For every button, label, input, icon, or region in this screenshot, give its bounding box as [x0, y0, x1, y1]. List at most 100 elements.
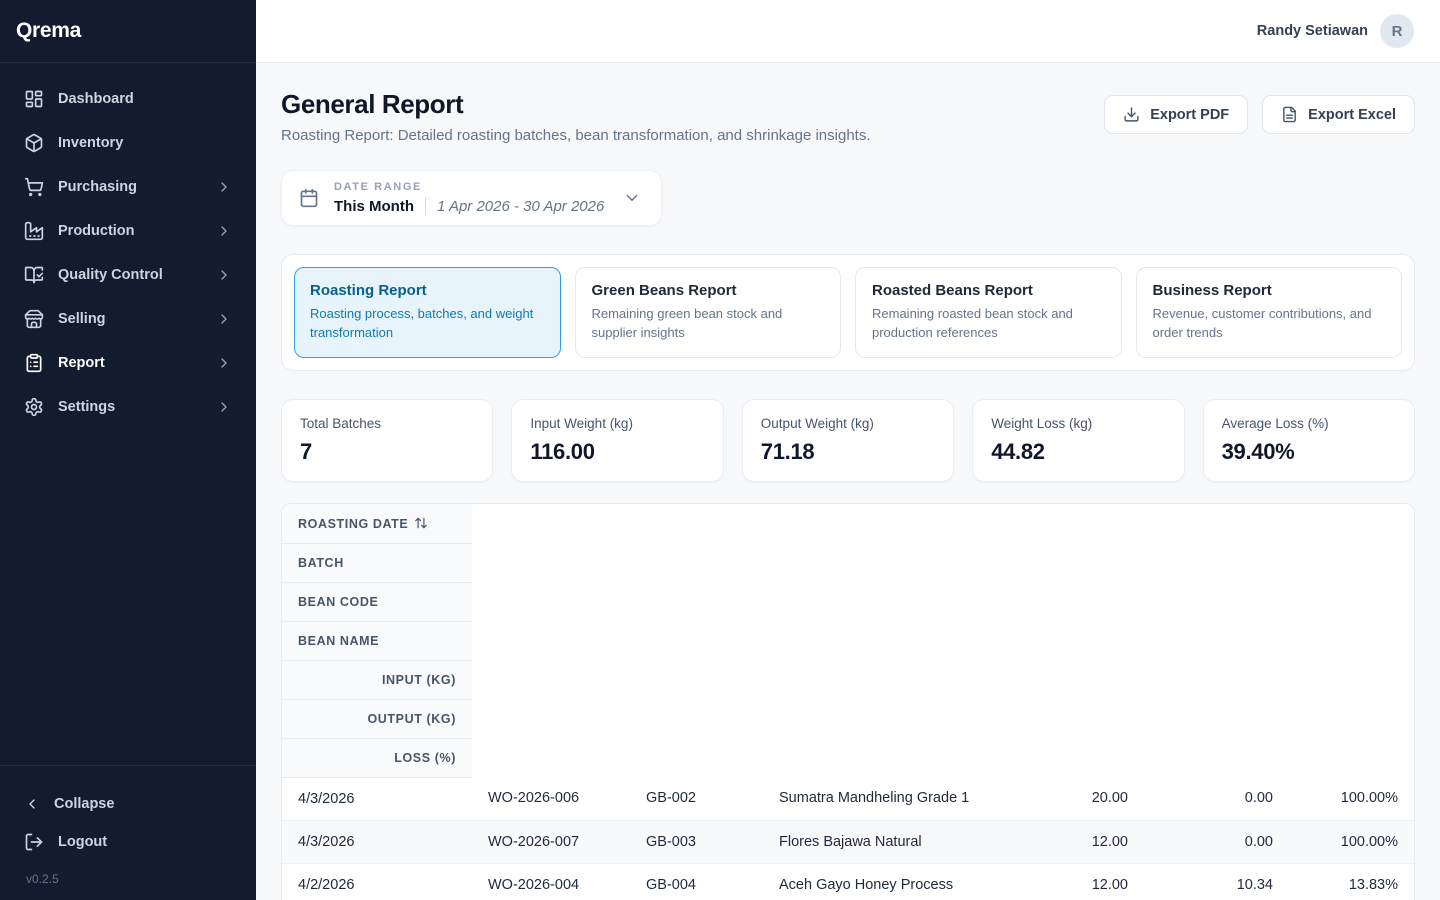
logout-icon: [24, 832, 44, 852]
tab-description: Remaining roasted bean stock and product…: [872, 305, 1105, 343]
stat-value: 7: [300, 439, 474, 465]
stat-value: 116.00: [530, 439, 704, 465]
date-separator: [425, 197, 426, 215]
sidebar-item-inventory[interactable]: Inventory: [12, 123, 244, 163]
inventory-icon: [24, 133, 44, 153]
tab-business-report[interactable]: Business Report Revenue, customer contri…: [1136, 267, 1403, 358]
export-pdf-button[interactable]: Export PDF: [1104, 95, 1248, 134]
report-type-tabs: Roasting Report Roasting process, batche…: [281, 254, 1415, 371]
tab-roasted-beans-report[interactable]: Roasted Beans Report Remaining roasted b…: [855, 267, 1122, 358]
app-version: v0.2.5: [12, 862, 244, 886]
cell-bean-code: GB-003: [630, 820, 763, 863]
table-header: Roasting Date Batch Bean Code Bean Name …: [282, 504, 1414, 778]
export-excel-button[interactable]: Export Excel: [1262, 95, 1415, 134]
date-range-value: 1 Apr 2026 - 30 Apr 2026: [437, 198, 604, 215]
page-content: General Report Roasting Report: Detailed…: [256, 63, 1440, 900]
chevron-right-icon: [216, 311, 232, 327]
cell-roasting-date: 4/3/2026: [282, 820, 472, 863]
tab-description: Roasting process, batches, and weight tr…: [310, 305, 545, 343]
cell-bean-code: GB-002: [630, 777, 763, 820]
stat-value: 44.82: [991, 439, 1165, 465]
page-header: General Report Roasting Report: Detailed…: [281, 89, 1415, 144]
tab-green-beans-report[interactable]: Green Beans Report Remaining green bean …: [575, 267, 842, 358]
report-icon: [24, 353, 44, 373]
tab-description: Remaining green bean stock and supplier …: [592, 305, 825, 343]
table-body: 4/3/2026 WO-2026-006 GB-002 Sumatra Mand…: [282, 777, 1414, 900]
sidebar-item-production[interactable]: Production: [12, 211, 244, 251]
column-label: Bean Name: [298, 634, 379, 648]
cell-bean-name: Aceh Gayo Honey Process: [763, 863, 1024, 900]
sidebar-item-purchasing[interactable]: Purchasing: [12, 167, 244, 207]
quality-control-icon: [24, 265, 44, 285]
export-excel-label: Export Excel: [1308, 107, 1396, 123]
sidebar-item-dashboard[interactable]: Dashboard: [12, 79, 244, 119]
download-icon: [1123, 106, 1140, 123]
tab-title: Roasting Report: [310, 282, 545, 299]
cell-loss: 100.00%: [1289, 820, 1414, 863]
chevron-down-icon: [623, 189, 641, 207]
table-row[interactable]: 4/3/2026 WO-2026-007 GB-003 Flores Bajaw…: [282, 820, 1414, 863]
sidebar-item-selling[interactable]: Selling: [12, 299, 244, 339]
stat-label: Average Loss (%): [1222, 416, 1396, 431]
column-label: Batch: [298, 556, 344, 570]
cell-input: 12.00: [1024, 863, 1144, 900]
stat-value: 39.40%: [1222, 439, 1396, 465]
stat-card: Total Batches 7: [281, 399, 493, 482]
cell-batch: WO-2026-007: [472, 820, 630, 863]
logout-button[interactable]: Logout: [12, 822, 244, 862]
table-column-header: Batch: [282, 543, 472, 582]
cell-output: 10.34: [1144, 863, 1289, 900]
tab-title: Green Beans Report: [592, 282, 825, 299]
cell-output: 0.00: [1144, 777, 1289, 820]
stat-label: Weight Loss (kg): [991, 416, 1165, 431]
cell-output: 0.00: [1144, 820, 1289, 863]
roasting-table-card: Roasting Date Batch Bean Code Bean Name …: [281, 503, 1415, 900]
sidebar-item-label: Dashboard: [58, 91, 134, 107]
tab-roasting-report[interactable]: Roasting Report Roasting process, batche…: [294, 267, 561, 358]
column-label: Loss (%): [394, 751, 456, 765]
sidebar-item-report[interactable]: Report: [12, 343, 244, 383]
stat-card: Average Loss (%) 39.40%: [1203, 399, 1415, 482]
table-column-header: Bean Name: [282, 621, 472, 660]
chevron-left-icon: [24, 796, 40, 812]
cell-loss: 100.00%: [1289, 777, 1414, 820]
sidebar-item-label: Report: [58, 355, 105, 371]
export-pdf-label: Export PDF: [1150, 107, 1229, 123]
export-actions: Export PDF Export Excel: [1104, 89, 1415, 134]
sidebar-nav: Dashboard Inventory Purchasing Productio…: [0, 63, 256, 427]
sidebar-item-quality-control[interactable]: Quality Control: [12, 255, 244, 295]
sidebar-item-label: Settings: [58, 399, 115, 415]
chevron-right-icon: [216, 179, 232, 195]
column-label: Output (kg): [367, 712, 456, 726]
avatar[interactable]: R: [1380, 14, 1414, 48]
date-range-picker[interactable]: DATE RANGE This Month 1 Apr 2026 - 30 Ap…: [281, 170, 662, 226]
sidebar-item-settings[interactable]: Settings: [12, 387, 244, 427]
page-header-text: General Report Roasting Report: Detailed…: [281, 89, 871, 144]
topbar: Randy Setiawan R: [256, 0, 1440, 63]
sort-icon[interactable]: [414, 516, 428, 530]
stat-card: Output Weight (kg) 71.18: [742, 399, 954, 482]
collapse-label: Collapse: [54, 796, 114, 812]
sidebar-item-label: Inventory: [58, 135, 123, 151]
purchasing-icon: [24, 177, 44, 197]
sidebar-item-label: Purchasing: [58, 179, 137, 195]
date-range-texts: DATE RANGE This Month 1 Apr 2026 - 30 Ap…: [334, 181, 604, 215]
table-row[interactable]: 4/2/2026 WO-2026-004 GB-004 Aceh Gayo Ho…: [282, 863, 1414, 900]
collapse-button[interactable]: Collapse: [12, 786, 244, 822]
sidebar-item-label: Selling: [58, 311, 106, 327]
dashboard-icon: [24, 89, 44, 109]
table-column-header: Input (kg): [282, 660, 472, 699]
sidebar-item-label: Quality Control: [58, 267, 163, 283]
summary-stats: Total Batches 7 Input Weight (kg) 116.00…: [281, 399, 1415, 482]
stat-card: Input Weight (kg) 116.00: [511, 399, 723, 482]
cell-bean-name: Sumatra Mandheling Grade 1: [763, 777, 1024, 820]
table-column-header: Output (kg): [282, 699, 472, 738]
date-range-label: DATE RANGE: [334, 181, 604, 193]
chevron-right-icon: [216, 267, 232, 283]
stat-label: Total Batches: [300, 416, 474, 431]
table-column-header: Loss (%): [282, 738, 472, 777]
roasting-table: Roasting Date Batch Bean Code Bean Name …: [282, 504, 1414, 900]
date-range-row: This Month 1 Apr 2026 - 30 Apr 2026: [334, 197, 604, 215]
table-row[interactable]: 4/3/2026 WO-2026-006 GB-002 Sumatra Mand…: [282, 777, 1414, 820]
cell-input: 12.00: [1024, 820, 1144, 863]
